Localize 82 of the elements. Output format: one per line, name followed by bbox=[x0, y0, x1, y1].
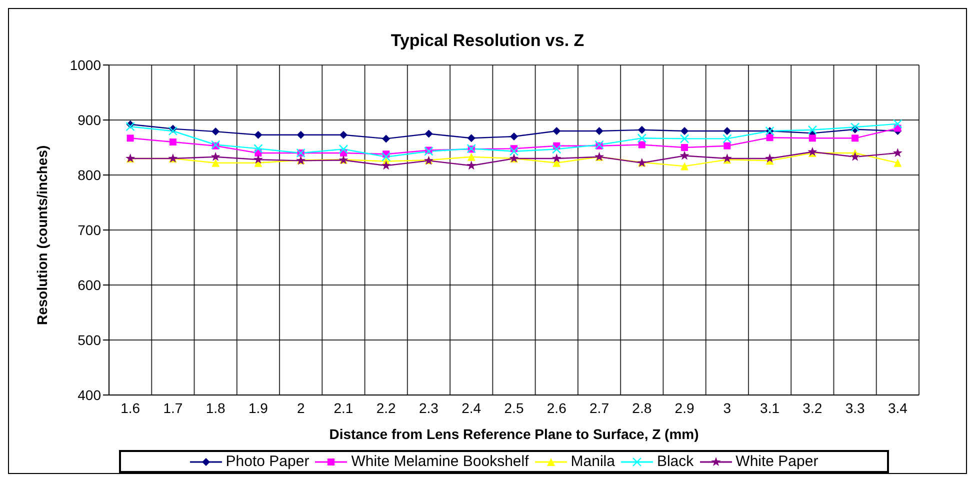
point bbox=[808, 146, 818, 156]
x-axis-title: Distance from Lens Reference Plane to Surface, Z (mm) bbox=[329, 426, 699, 442]
point bbox=[765, 154, 775, 163]
point bbox=[680, 150, 690, 160]
point bbox=[253, 154, 263, 164]
x-tick-label: 2.8 bbox=[632, 400, 652, 416]
point bbox=[338, 144, 348, 154]
point bbox=[466, 160, 476, 170]
point bbox=[681, 144, 688, 151]
x-tick-label: 3.4 bbox=[888, 400, 908, 416]
point bbox=[296, 130, 305, 139]
x-tick-label: 2.3 bbox=[419, 400, 439, 416]
x-tick-label: 2.5 bbox=[504, 400, 524, 416]
point bbox=[212, 128, 220, 136]
x-tick-label: 3 bbox=[723, 400, 732, 416]
point bbox=[766, 134, 774, 142]
y-tick-label: 1000 bbox=[70, 56, 102, 73]
point bbox=[382, 152, 391, 162]
point bbox=[126, 134, 134, 142]
x-tick-label: 2.6 bbox=[546, 400, 567, 416]
point bbox=[169, 138, 176, 146]
point bbox=[467, 152, 476, 161]
point bbox=[724, 142, 731, 150]
point bbox=[424, 130, 433, 138]
x-tick-label: 1.8 bbox=[206, 400, 226, 416]
point bbox=[892, 148, 902, 158]
point bbox=[509, 146, 519, 156]
point bbox=[552, 144, 562, 154]
point bbox=[893, 119, 902, 128]
x-tick-label: 3.3 bbox=[845, 400, 865, 416]
y-tick-label: 400 bbox=[78, 386, 102, 403]
x-tick-label: 2.2 bbox=[376, 400, 396, 416]
point bbox=[850, 152, 860, 161]
point bbox=[808, 134, 816, 142]
point bbox=[723, 127, 732, 135]
y-tick-label: 500 bbox=[78, 332, 102, 348]
point bbox=[168, 126, 178, 136]
point bbox=[638, 141, 646, 148]
x-tick-label: 1.7 bbox=[163, 400, 183, 416]
y-tick-label: 800 bbox=[78, 166, 102, 183]
point bbox=[680, 162, 689, 170]
legend-label: Black bbox=[656, 453, 694, 470]
point bbox=[381, 160, 391, 170]
point bbox=[552, 127, 561, 135]
point bbox=[638, 126, 646, 134]
point bbox=[212, 158, 220, 167]
point bbox=[680, 134, 690, 144]
chart-title: Typical Resolution vs. Z bbox=[390, 31, 586, 51]
legend-label: White Melamine Bookshelf bbox=[350, 453, 529, 470]
point bbox=[510, 132, 518, 140]
point bbox=[595, 127, 604, 135]
legend-label: Photo Paper bbox=[224, 453, 310, 470]
y-tick-label: 900 bbox=[78, 112, 102, 128]
point bbox=[467, 134, 476, 142]
x-tick-label: 2.9 bbox=[674, 400, 694, 416]
x-tick-label: 3.1 bbox=[760, 400, 780, 416]
y-axis-title: Resolution (counts/inches) bbox=[34, 145, 50, 325]
point bbox=[382, 134, 390, 143]
point bbox=[637, 134, 646, 143]
point bbox=[808, 125, 818, 134]
point bbox=[254, 130, 262, 139]
point bbox=[850, 122, 860, 132]
point bbox=[894, 158, 902, 167]
x-tick-label: 2.1 bbox=[334, 400, 354, 416]
point bbox=[680, 127, 689, 135]
point bbox=[852, 134, 859, 142]
y-tick-label: 600 bbox=[78, 276, 102, 293]
legend-label: White Paper bbox=[734, 453, 818, 470]
point bbox=[722, 134, 732, 144]
x-tick-label: 1.9 bbox=[248, 400, 268, 416]
legend-label: Manila bbox=[570, 453, 615, 470]
point bbox=[254, 144, 263, 154]
y-tick-label: 700 bbox=[78, 222, 102, 238]
x-tick-label: 3.2 bbox=[802, 400, 822, 416]
point bbox=[552, 154, 562, 163]
x-tick-label: 1.6 bbox=[120, 400, 140, 416]
x-tick-label: 2 bbox=[296, 400, 305, 416]
x-tick-label: 2.4 bbox=[462, 400, 482, 416]
x-tick-label: 2.7 bbox=[590, 400, 610, 416]
point bbox=[126, 122, 135, 132]
point bbox=[339, 130, 348, 139]
point bbox=[210, 152, 220, 161]
